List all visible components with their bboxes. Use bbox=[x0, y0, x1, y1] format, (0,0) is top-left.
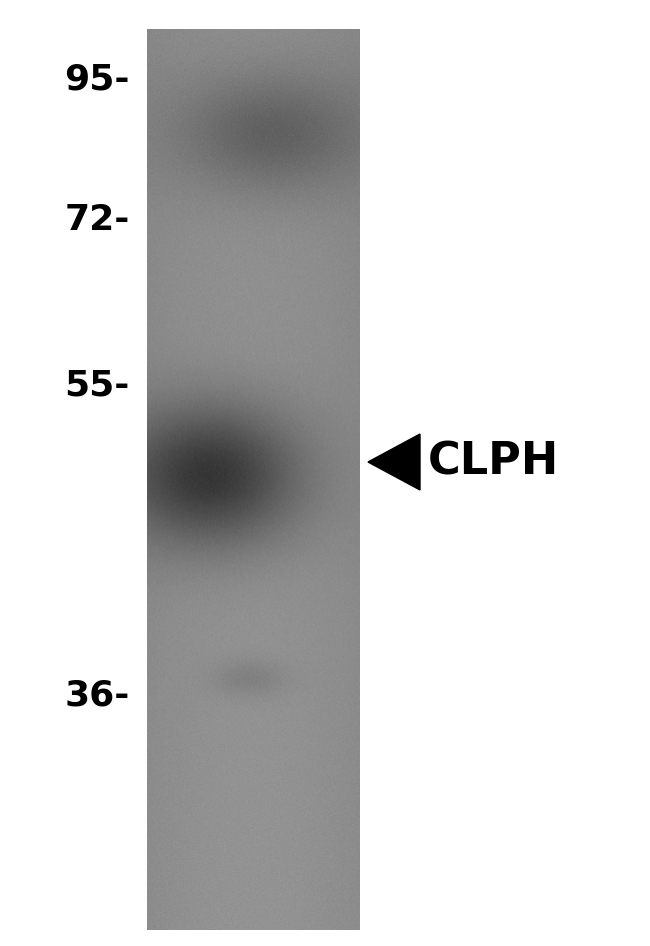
Text: 36-: 36- bbox=[64, 678, 130, 712]
Text: CLPH: CLPH bbox=[428, 441, 559, 483]
Text: 95-: 95- bbox=[64, 63, 130, 97]
Text: 55-: 55- bbox=[64, 368, 130, 402]
Polygon shape bbox=[368, 434, 420, 490]
Text: 72-: 72- bbox=[64, 203, 130, 237]
